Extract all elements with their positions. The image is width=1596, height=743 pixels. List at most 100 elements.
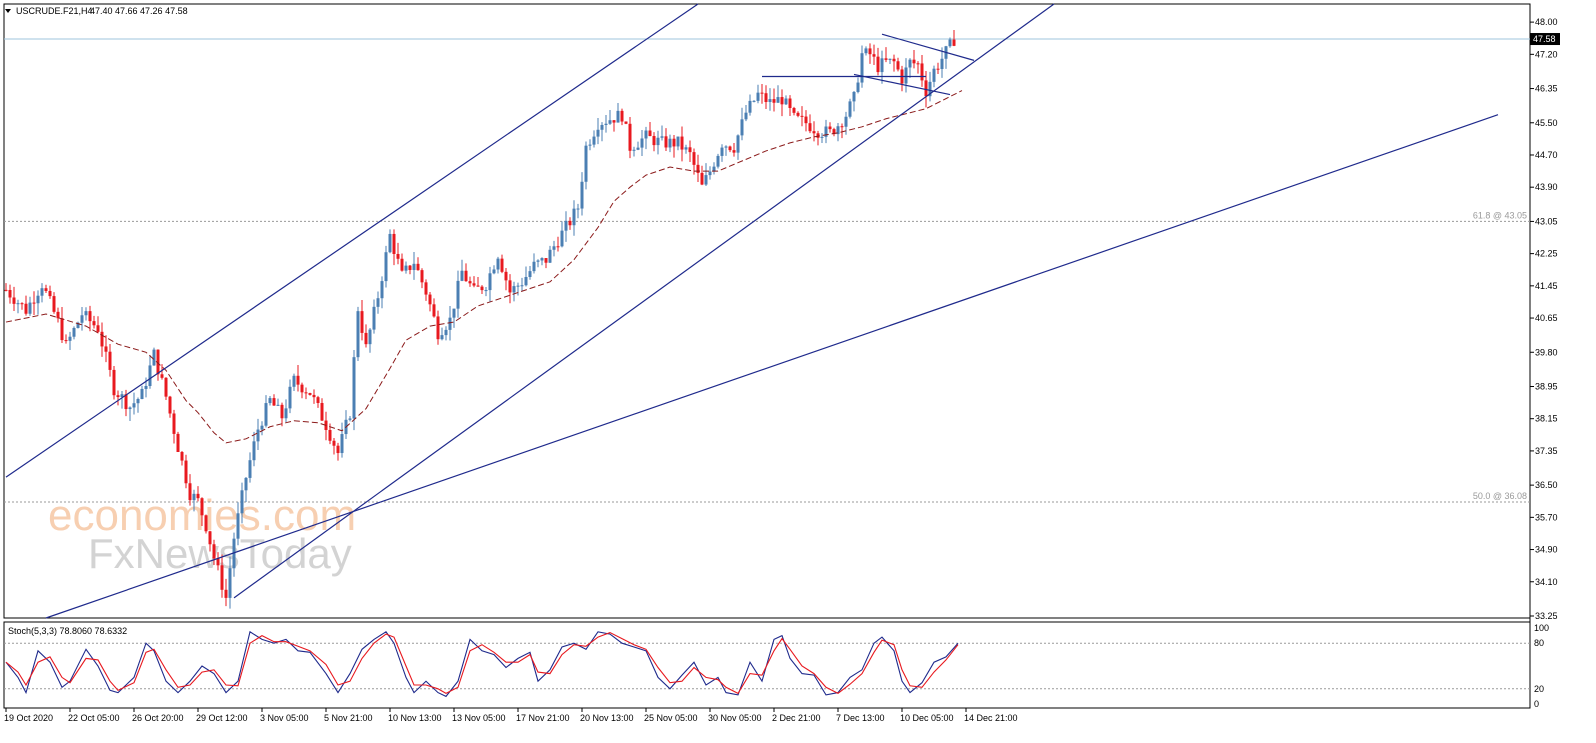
candle-body xyxy=(276,404,280,406)
time-tick-label: 2 Dec 21:00 xyxy=(772,713,821,723)
candle-body xyxy=(804,116,808,124)
candle-body xyxy=(908,59,912,68)
candle-body xyxy=(300,384,304,393)
time-tick-label: 22 Oct 05:00 xyxy=(68,713,120,723)
time-tick-label: 25 Nov 05:00 xyxy=(644,713,698,723)
candle-body xyxy=(364,332,368,345)
time-tick-label: 17 Nov 21:00 xyxy=(516,713,570,723)
time-tick-label: 7 Dec 13:00 xyxy=(836,713,885,723)
candle-body xyxy=(932,68,936,82)
candle-body xyxy=(316,397,320,403)
candle-body xyxy=(452,308,456,318)
fibo-level-label: 61.8 @ 43.05 xyxy=(1473,210,1527,220)
candle-body xyxy=(384,252,388,282)
candle-body xyxy=(16,303,20,305)
candle-body xyxy=(704,175,708,185)
candle-body xyxy=(672,138,676,147)
candle-body xyxy=(312,394,316,398)
candle-body xyxy=(676,136,680,147)
candle-body xyxy=(616,110,620,123)
time-tick-label: 5 Nov 21:00 xyxy=(324,713,373,723)
candle-body xyxy=(128,407,132,410)
candle-body xyxy=(148,365,152,386)
candle-body xyxy=(188,483,192,501)
price-tick-label: 40.65 xyxy=(1535,313,1558,323)
candle-body xyxy=(224,589,228,598)
candle-body xyxy=(416,263,420,271)
candle-body xyxy=(612,120,616,123)
price-tick-label: 41.45 xyxy=(1535,281,1558,291)
candle-body xyxy=(104,346,108,352)
time-tick-label: 10 Nov 13:00 xyxy=(388,713,442,723)
down-triangle-icon[interactable] xyxy=(5,9,11,13)
candle-body xyxy=(164,377,168,397)
candle-body xyxy=(760,92,764,94)
candle-body xyxy=(172,413,176,434)
candle-body xyxy=(524,276,528,286)
time-tick-label: 29 Oct 12:00 xyxy=(196,713,248,723)
price-tick-label: 37.35 xyxy=(1535,446,1558,456)
candle-body xyxy=(356,311,360,358)
candle-body xyxy=(848,101,852,117)
candle-body xyxy=(136,399,140,404)
candle-body xyxy=(548,249,552,263)
trendline[interactable] xyxy=(853,73,951,96)
trendline[interactable] xyxy=(5,3,699,478)
candle-body xyxy=(664,136,668,148)
candle-body xyxy=(444,329,448,336)
candle-body xyxy=(532,261,536,272)
stoch-title: Stoch(5,3,3) 78.8060 78.6332 xyxy=(8,626,127,636)
candle-body xyxy=(644,130,648,139)
candle-body xyxy=(600,124,604,130)
candle-body xyxy=(628,123,632,151)
price-tick-label: 34.90 xyxy=(1535,545,1558,555)
candle-body xyxy=(928,81,932,97)
trendline[interactable] xyxy=(881,33,975,61)
candle-body xyxy=(336,445,340,454)
candle-body xyxy=(640,138,644,148)
candle-body xyxy=(220,565,224,590)
candle-body xyxy=(284,408,288,419)
candle-body xyxy=(756,92,760,101)
current-price-tag xyxy=(1530,33,1560,46)
candle-body xyxy=(404,265,408,271)
candle-body xyxy=(896,61,900,70)
candle-body xyxy=(816,133,820,138)
candle-body xyxy=(40,288,44,296)
watermark-line2: FxNewsToday xyxy=(88,530,352,577)
candle-body xyxy=(872,54,876,57)
trendline[interactable] xyxy=(45,114,1499,619)
candle-body xyxy=(836,126,840,135)
candle-body xyxy=(724,146,728,148)
time-axis-layer: 19 Oct 2020 22 Oct 05:00 26 Oct 20:00 29 Oc… xyxy=(4,708,1018,723)
trendline[interactable] xyxy=(233,3,1055,599)
stoch-main-line xyxy=(5,630,959,698)
candle-body xyxy=(480,286,484,291)
candle-body xyxy=(920,63,924,81)
candle-body xyxy=(52,296,56,312)
candle-body xyxy=(840,126,844,128)
price-tick-label: 48.00 xyxy=(1535,17,1558,27)
candle-body xyxy=(916,63,920,65)
candle-body xyxy=(248,460,252,478)
candle-body xyxy=(292,375,296,387)
candle-body xyxy=(196,493,200,499)
candle-body xyxy=(780,97,784,105)
time-tick-label: 26 Oct 20:00 xyxy=(132,713,184,723)
candle-body xyxy=(652,136,656,146)
candle-body xyxy=(200,498,204,516)
stoch-tick-label: 20 xyxy=(1534,684,1544,694)
candle-body xyxy=(424,282,428,295)
candle-body xyxy=(464,270,468,282)
price-tick-label: 38.15 xyxy=(1535,414,1558,424)
candle-body xyxy=(912,59,916,64)
candle-body xyxy=(544,258,548,263)
candle-body xyxy=(472,283,476,286)
candle-body xyxy=(784,98,788,105)
candle-body xyxy=(688,147,692,153)
candle-body xyxy=(20,303,24,305)
candle-body xyxy=(192,493,196,501)
candle-body xyxy=(716,155,720,167)
candle-body xyxy=(92,321,96,326)
candle-body xyxy=(952,39,956,46)
